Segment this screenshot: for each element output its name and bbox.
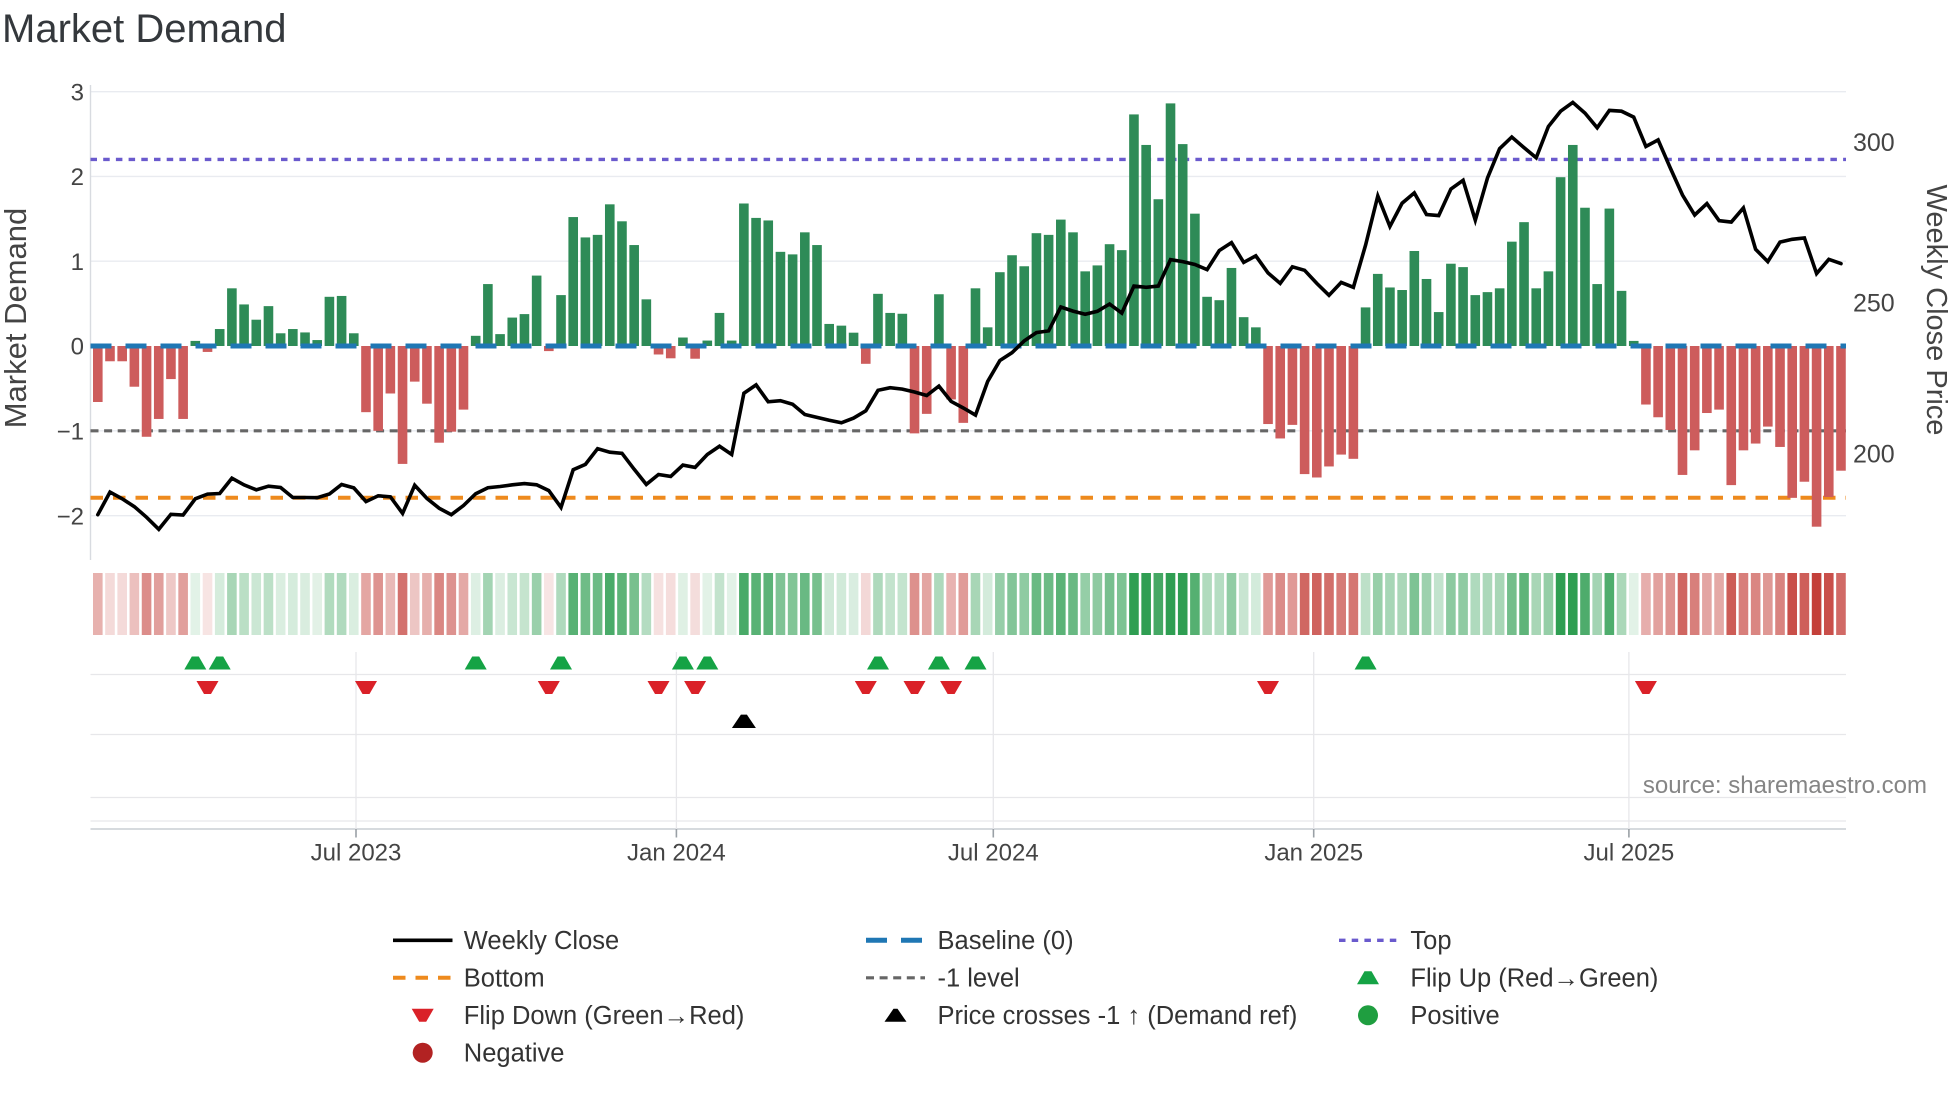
svg-text:1: 1 [71,249,84,276]
svg-text:Jan 2025: Jan 2025 [1264,840,1363,867]
svg-text:Jul 2025: Jul 2025 [1584,840,1675,867]
svg-text:Weekly Close: Weekly Close [464,927,619,955]
svg-text:Jan 2024: Jan 2024 [627,840,726,867]
svg-text:source: sharemaestro.com: source: sharemaestro.com [1643,772,1927,799]
svg-text:Positive: Positive [1410,1002,1499,1030]
svg-text:Bottom: Bottom [464,964,545,992]
svg-text:−2: −2 [57,503,84,530]
svg-text:2: 2 [71,164,84,191]
svg-text:Flip Down (Green→Red): Flip Down (Green→Red) [464,1002,745,1030]
svg-text:0: 0 [71,334,84,361]
svg-text:300: 300 [1853,129,1895,157]
svg-text:Weekly Close Price: Weekly Close Price [1920,185,1952,436]
svg-text:Jul 2024: Jul 2024 [948,840,1039,867]
svg-text:250: 250 [1853,290,1895,318]
svg-text:3: 3 [71,79,84,106]
svg-text:Market Demand: Market Demand [0,208,33,429]
svg-text:200: 200 [1853,441,1895,469]
svg-text:Top: Top [1410,927,1451,955]
svg-text:Jul 2023: Jul 2023 [311,840,402,867]
svg-text:Baseline (0): Baseline (0) [938,927,1074,955]
svg-text:Price crosses -1 ↑ (Demand ref: Price crosses -1 ↑ (Demand ref) [938,1002,1298,1030]
svg-text:Flip Up (Red→Green): Flip Up (Red→Green) [1410,964,1658,992]
svg-text:Market Demand: Market Demand [2,7,287,51]
svg-text:Negative: Negative [464,1039,565,1067]
svg-text:-1 level: -1 level [938,964,1020,992]
svg-text:−1: −1 [57,418,84,445]
